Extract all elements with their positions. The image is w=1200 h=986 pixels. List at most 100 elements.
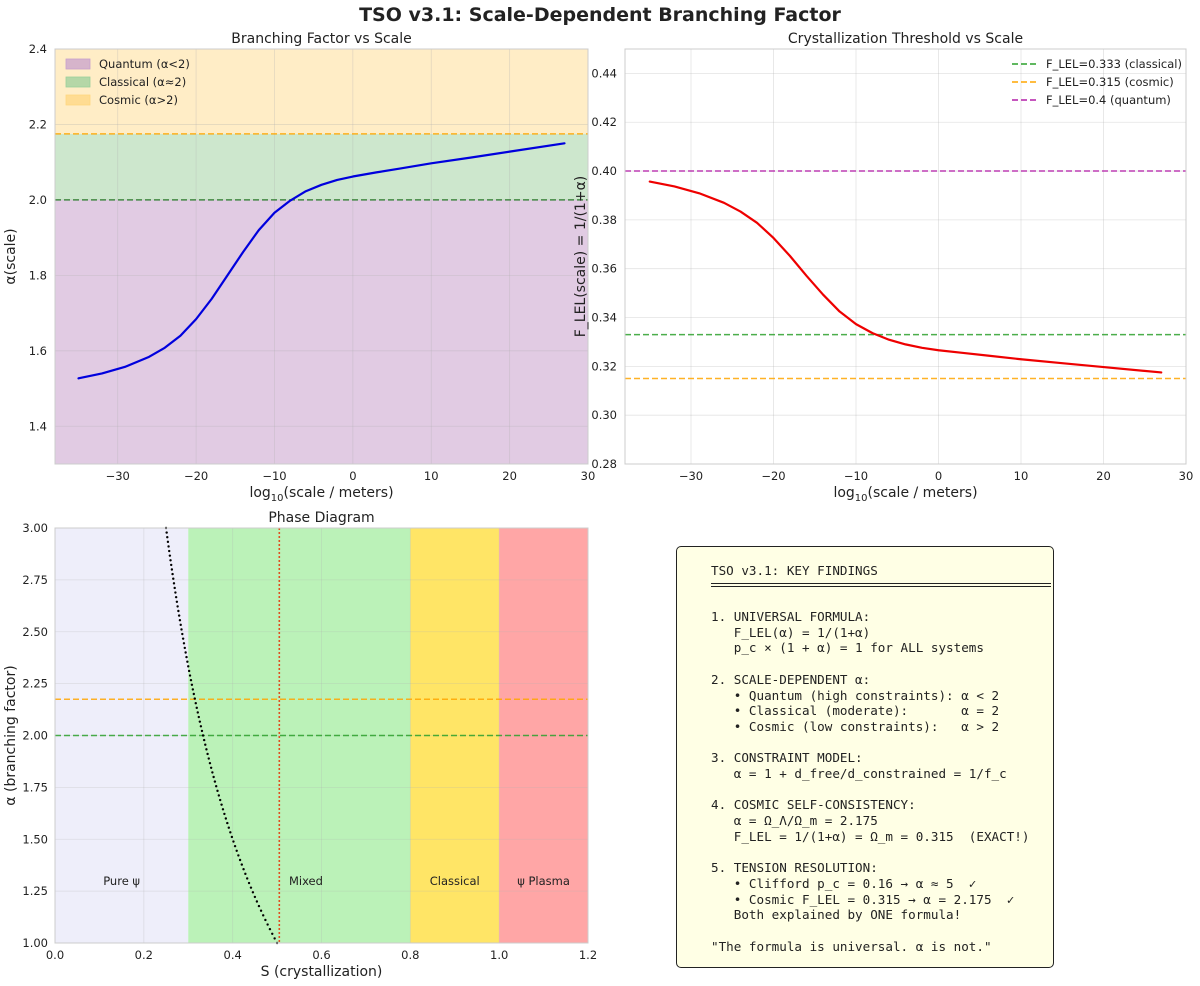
y-axis-label: F_LEL(scale) = 1/(1+α) [573,176,589,338]
curve-point [199,725,203,728]
crystallization-panel: −30 −20 −10 0 10 20 300.280.300.320.340.360.38… [573,31,1193,504]
x-tick-label: −10 [262,469,286,483]
figure-title: TSO v3.1: Scale-Dependent Branching Fact… [359,4,841,26]
y-tick-label: 0.44 [591,66,617,80]
curve-point [187,665,190,668]
findings-line: p_c × (1 + α) = 1 for ALL systems [733,640,984,656]
x-axis-label-subscript: 10 [855,493,868,504]
x-tick-label: −10 [844,469,868,483]
region-label: Classical [430,874,480,888]
curve-point [221,808,225,811]
curve-point [264,918,267,922]
y-tick-label: 0.38 [591,213,617,227]
axes-frame [54,527,589,944]
phase-diagram-panel: Pure ψ Mixed Classical ψ Plasma 0.0 0.2 0.4 0.6… [3,510,597,980]
y-tick-label: 2.50 [22,625,48,639]
curve-point [226,821,229,825]
x-tick-label: 0 [349,469,356,483]
curve-point [218,798,222,802]
curve-point [208,761,212,765]
curve-point [238,858,242,862]
findings-line: α = 1 + d_free/d_constrained = 1/f_c [733,766,1007,782]
findings-title: TSO v3.1: KEY FINDINGS [711,563,878,578]
findings-line: 1. UNIVERSAL FORMULA: [711,609,871,624]
curve-point [170,568,174,571]
curve-point [173,586,176,590]
findings-line: • Clifford p_c = 0.16 → α ≈ 5 ✓ [733,875,977,891]
curve-point [194,702,197,705]
curve-point [271,932,274,935]
curve-point [180,628,183,631]
curve-point [185,655,188,659]
key-findings-box: TSO v3.1: KEY FINDINGS 1. UNIVERSAL FORM… [676,546,1054,968]
findings-line: • Cosmic F_LEL = 0.315 → α = 2.175 ✓ [733,891,1015,907]
x-tick-label: 0 [935,469,942,483]
x-tick-label: −30 [106,469,130,483]
curve-point [251,891,255,894]
curve-point [220,803,223,806]
x-axis-label: log10(scale / meters) [833,485,977,504]
curve-point [207,757,210,760]
curve-point [206,752,209,756]
x-tick-label: 20 [502,469,517,483]
branching-factor-panel: −30 −20 −10 0 10 20 30 1.4 1.6 1.8 2.0 2.2 2.4 Branch… [3,31,595,504]
curve-point [167,545,170,548]
curve-point [257,904,261,908]
findings-line: 5. TENSION RESOLUTION: [711,860,878,876]
x-axis-label-rest: (scale / meters) [868,485,978,501]
curve-point [177,609,180,613]
x-tick-label: 0.8 [401,948,419,962]
y-axis-label: α (branching factor) [3,665,19,805]
series-line [648,180,1163,374]
x-tick-label: −20 [184,469,208,483]
y-tick-label: 1.00 [22,936,48,950]
x-tick-label: 30 [1179,469,1194,483]
curve-point [200,729,204,733]
findings-line: • Cosmic (low constraints): α > 2 [733,718,1000,734]
x-tick-label: 1.2 [579,948,597,962]
series-line [77,142,566,380]
curve-point [235,849,238,852]
region-label: ψ Plasma [517,874,570,888]
legend-label: Classical (α≈2) [99,75,186,89]
curve-point [268,927,272,931]
curve-point [227,826,230,829]
legend-swatch [65,94,91,106]
curve-point [170,563,173,567]
y-tick-label: 1.8 [29,268,47,282]
region-label: Mixed [289,874,323,888]
y-tick-label: 3.00 [22,521,48,535]
region-band [55,199,588,464]
curve-point [266,923,269,926]
curve-point [202,738,206,742]
curve-point [237,854,240,857]
findings-line: • Classical (moderate): α = 2 [733,703,1000,719]
curve-point [184,651,187,654]
legend-swatch [65,58,91,70]
findings-body: 1. UNIVERSAL FORMULA: F_LEL(α) = 1/(1+α)… [711,609,1029,954]
curve-point [168,554,172,557]
curve-point [232,840,235,843]
curve-point [224,817,228,820]
y-tick-label: 0.32 [591,359,617,373]
curve-point [193,697,196,700]
findings-line: 2. SCALE-DEPENDENT α: [711,671,871,687]
axes-frame [624,48,1187,465]
y-tick-label: 0.34 [591,311,617,325]
curve-point [182,642,186,645]
y-tick-label: 2.25 [22,677,48,691]
legend-swatch [65,76,91,88]
curve-point [177,614,181,617]
x-axis-label-main: log [833,485,854,501]
curve-point [172,582,176,585]
x-tick-label: 20 [1096,469,1111,483]
chart-title: Branching Factor vs Scale [231,31,411,47]
curve-point [253,895,257,899]
curve-point [204,743,207,746]
legend-label: F_LEL=0.4 (quantum) [1046,93,1171,107]
curve-point [190,683,194,686]
y-tick-label: 0.28 [591,457,617,471]
curve-point [195,706,198,710]
y-tick-label: 1.75 [22,780,48,794]
findings-line: Both explained by ONE formula! [733,907,962,923]
